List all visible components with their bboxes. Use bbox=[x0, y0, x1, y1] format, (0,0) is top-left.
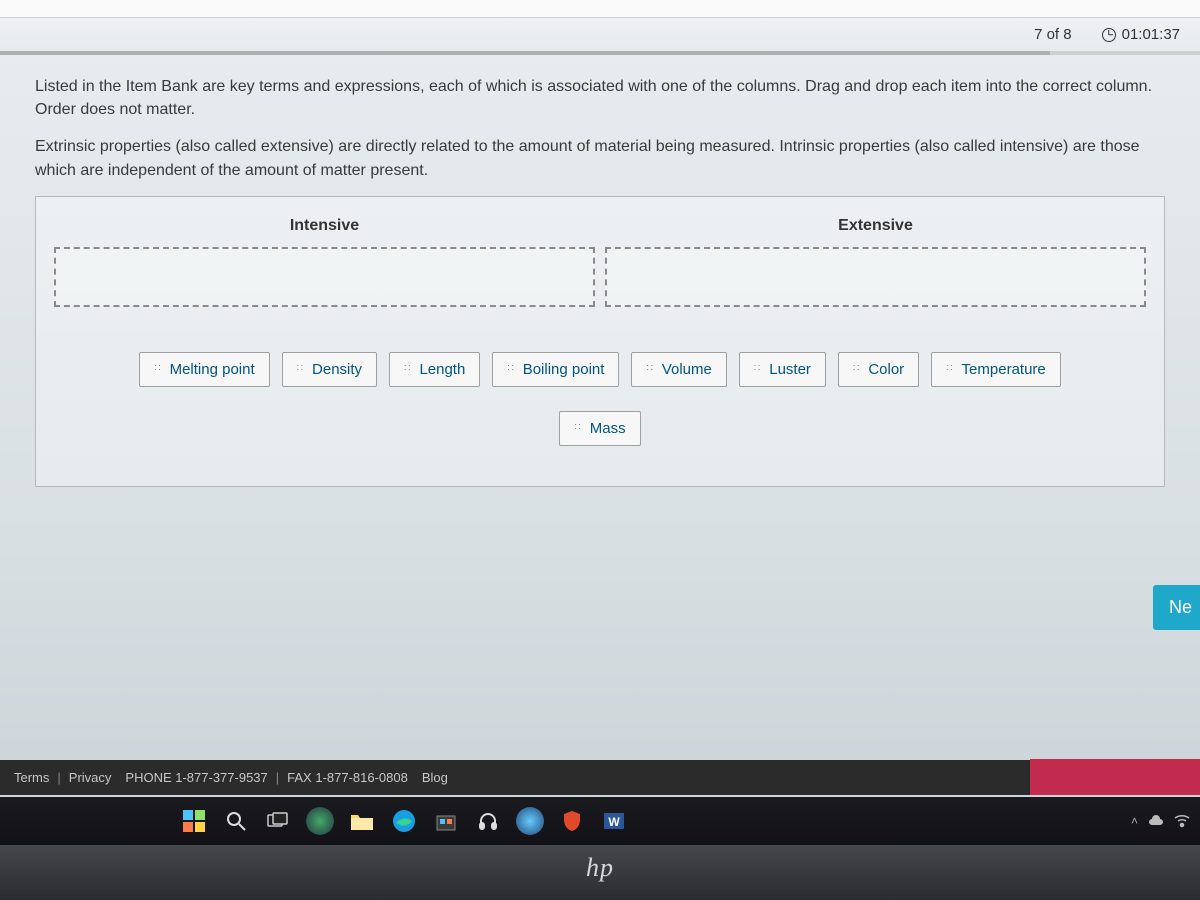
footer-brand-block bbox=[1030, 759, 1200, 795]
column-extensive: Extensive bbox=[605, 211, 1146, 307]
task-view-icon[interactable] bbox=[264, 807, 292, 835]
drop-columns: Intensive Extensive bbox=[54, 211, 1146, 307]
footer-separator: | bbox=[276, 770, 279, 785]
drag-item-label: Color bbox=[868, 361, 904, 378]
footer-fax: FAX 1-877-816-0808 bbox=[287, 770, 408, 785]
column-header-intensive: Intensive bbox=[54, 211, 595, 247]
drag-item-label: Length bbox=[419, 361, 465, 378]
progress-fill bbox=[0, 51, 1050, 55]
laptop-bezel: hp bbox=[0, 845, 1200, 900]
timer: 01:01:37 bbox=[1102, 26, 1180, 43]
svg-text:W: W bbox=[608, 815, 620, 829]
word-icon[interactable]: W bbox=[600, 807, 628, 835]
drag-handle-icon: ∷ bbox=[754, 366, 761, 372]
footer-bar: Terms | Privacy PHONE 1-877-377-9537 | F… bbox=[0, 760, 1200, 795]
drag-item-density[interactable]: ∷ Density bbox=[282, 352, 377, 387]
drag-handle-icon: ∷ bbox=[646, 366, 653, 372]
footer-link-privacy[interactable]: Privacy bbox=[69, 770, 112, 785]
column-header-extensive: Extensive bbox=[605, 211, 1146, 247]
chevron-up-icon[interactable]: ˄ bbox=[1131, 814, 1138, 828]
drag-handle-icon: ∷ bbox=[853, 366, 860, 372]
taskbar-app-globe[interactable] bbox=[516, 807, 544, 835]
drag-handle-icon: ∷ bbox=[404, 366, 411, 372]
content-area: Listed in the Item Bank are key terms an… bbox=[0, 55, 1200, 497]
quiz-area: Intensive Extensive ∷ Melting point ∷ De… bbox=[35, 196, 1165, 487]
drag-item-color[interactable]: ∷ Color bbox=[838, 352, 919, 387]
start-button[interactable] bbox=[180, 807, 208, 835]
drag-item-label: Boiling point bbox=[523, 361, 605, 378]
footer-link-terms[interactable]: Terms bbox=[14, 770, 49, 785]
timer-value: 01:01:37 bbox=[1122, 26, 1180, 43]
instructions: Listed in the Item Bank are key terms an… bbox=[35, 75, 1165, 182]
window-top-strip bbox=[0, 0, 1200, 18]
wifi-icon[interactable] bbox=[1174, 814, 1190, 828]
taskbar-app-headphones[interactable] bbox=[474, 807, 502, 835]
cloud-icon[interactable] bbox=[1148, 815, 1164, 827]
system-tray[interactable]: ˄ bbox=[1131, 814, 1190, 828]
progress-bar bbox=[0, 51, 1200, 55]
drag-handle-icon: ∷ bbox=[297, 366, 304, 372]
drag-item-luster[interactable]: ∷ Luster bbox=[739, 352, 826, 387]
drag-item-temperature[interactable]: ∷ Temperature bbox=[931, 352, 1061, 387]
store-icon[interactable] bbox=[432, 807, 460, 835]
progress-label: 7 of 8 bbox=[1034, 26, 1072, 43]
next-button[interactable]: Ne bbox=[1153, 585, 1200, 630]
taskbar-app-camera[interactable] bbox=[306, 807, 334, 835]
instruction-paragraph-2: Extrinsic properties (also called extens… bbox=[35, 135, 1165, 181]
footer-phone: PHONE 1-877-377-9537 bbox=[125, 770, 267, 785]
item-bank: ∷ Melting point ∷ Density ∷ Length ∷ Boi… bbox=[54, 352, 1146, 446]
drag-item-length[interactable]: ∷ Length bbox=[389, 352, 480, 387]
hp-logo: hp bbox=[586, 853, 614, 883]
edge-icon[interactable] bbox=[390, 807, 418, 835]
drag-item-melting-point[interactable]: ∷ Melting point bbox=[139, 352, 269, 387]
drag-item-label: Mass bbox=[590, 420, 626, 437]
instruction-paragraph-1: Listed in the Item Bank are key terms an… bbox=[35, 75, 1165, 121]
status-bar: 7 of 8 01:01:37 bbox=[0, 18, 1200, 51]
footer-separator: | bbox=[57, 770, 60, 785]
drag-item-label: Luster bbox=[769, 361, 811, 378]
drag-item-volume[interactable]: ∷ Volume bbox=[631, 352, 726, 387]
file-explorer-icon[interactable] bbox=[348, 807, 376, 835]
drag-item-label: Density bbox=[312, 361, 362, 378]
drag-item-boiling-point[interactable]: ∷ Boiling point bbox=[492, 352, 619, 387]
drop-zone-extensive[interactable] bbox=[605, 247, 1146, 307]
drag-item-mass[interactable]: ∷ Mass bbox=[559, 411, 640, 446]
drag-item-label: Melting point bbox=[170, 361, 255, 378]
drag-handle-icon: ∷ bbox=[507, 366, 514, 372]
next-button-label: Ne bbox=[1169, 597, 1192, 617]
drag-item-label: Volume bbox=[662, 361, 712, 378]
drop-zone-intensive[interactable] bbox=[54, 247, 595, 307]
windows-taskbar[interactable]: W ˄ bbox=[0, 797, 1200, 845]
drag-handle-icon: ∷ bbox=[154, 366, 161, 372]
search-icon[interactable] bbox=[222, 807, 250, 835]
column-intensive: Intensive bbox=[54, 211, 595, 307]
clock-icon bbox=[1102, 28, 1116, 42]
drag-handle-icon: ∷ bbox=[946, 366, 953, 372]
taskbar-app-shield[interactable] bbox=[558, 807, 586, 835]
drag-handle-icon: ∷ bbox=[574, 425, 581, 431]
footer-link-blog[interactable]: Blog bbox=[422, 770, 448, 785]
drag-item-label: Temperature bbox=[962, 361, 1046, 378]
